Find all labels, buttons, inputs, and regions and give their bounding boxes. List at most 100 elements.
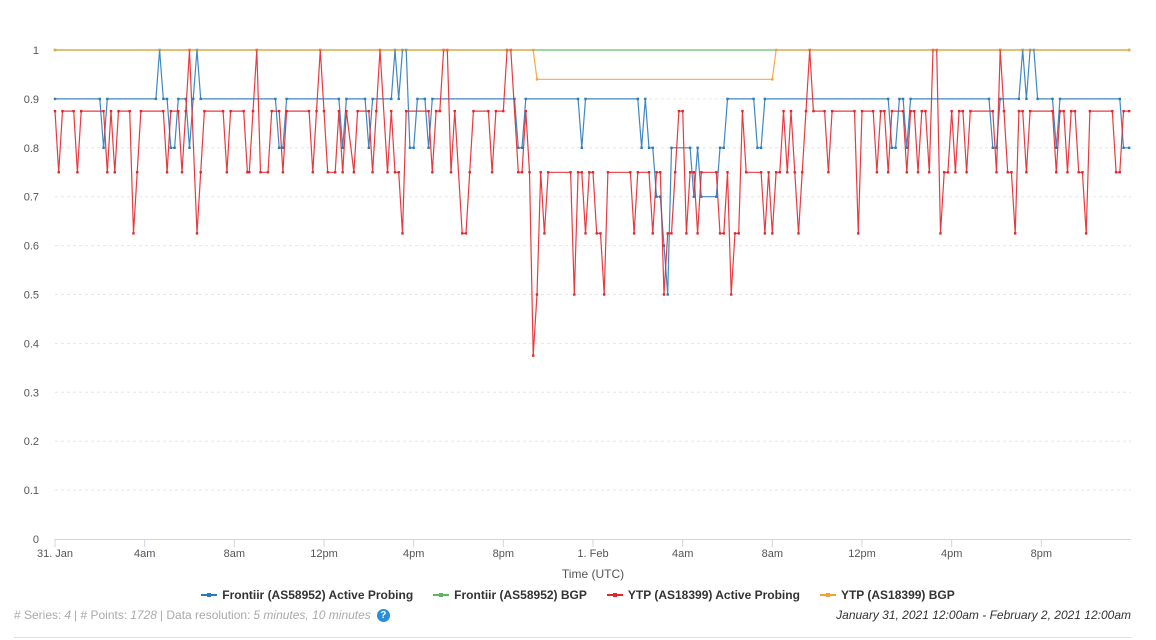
data-point [666, 293, 669, 296]
data-point [886, 171, 890, 174]
data-point [517, 146, 520, 149]
data-point [1051, 97, 1054, 101]
data-point [580, 171, 583, 174]
data-point [1058, 97, 1062, 101]
data-point [872, 109, 875, 113]
series-group [53, 48, 1131, 357]
data-point [786, 171, 789, 174]
data-point [700, 171, 703, 174]
data-point [546, 171, 550, 174]
data-point [1070, 109, 1073, 113]
legend-item[interactable]: YTP (AS18399) BGP [819, 588, 955, 602]
data-point [920, 109, 923, 113]
data-point [726, 97, 729, 101]
data-point [438, 109, 442, 113]
data-point [894, 146, 897, 149]
data-point [573, 293, 576, 296]
data-point [916, 171, 920, 174]
data-point [606, 171, 610, 174]
data-point [427, 146, 430, 149]
data-point [76, 171, 79, 174]
data-point [165, 171, 169, 174]
data-point [771, 78, 774, 81]
data-point [1055, 171, 1058, 174]
legend-swatch [819, 592, 836, 597]
data-point [307, 109, 311, 113]
data-point [812, 109, 815, 113]
data-point [1118, 97, 1121, 101]
data-point [995, 171, 998, 174]
data-point [584, 97, 587, 101]
data-point [277, 146, 281, 149]
question-circle-icon[interactable]: ? [376, 608, 390, 622]
data-point [647, 171, 651, 174]
data-point [524, 97, 527, 101]
data-point [924, 109, 927, 113]
data-point [830, 109, 834, 113]
data-point [532, 354, 535, 357]
data-point [595, 232, 598, 235]
y-tick-label: 0.3 [24, 387, 39, 399]
data-point [793, 171, 796, 174]
y-tick-label: 0.1 [24, 485, 39, 497]
data-point [909, 109, 912, 113]
x-axis: 31. Jan 4am 8am 12pm 4pm 8pm 1. Feb 4am 8am 12pm 4… [37, 539, 1131, 560]
data-point [759, 171, 763, 174]
data-point [883, 109, 886, 113]
points-count: 1728 [130, 608, 157, 622]
data-point [1013, 232, 1017, 235]
data-point [188, 146, 191, 149]
data-point [1077, 171, 1080, 174]
data-point [102, 109, 105, 113]
legend-swatch [606, 592, 623, 597]
data-point [670, 146, 673, 149]
data-point [857, 232, 860, 235]
x-tick-label: 8pm [493, 548, 514, 560]
data-point [673, 171, 677, 174]
legend-item[interactable]: YTP (AS18399) Active Probing [606, 588, 800, 602]
data-point [853, 109, 856, 113]
data-point [588, 171, 591, 174]
data-point [401, 232, 404, 235]
data-point [139, 109, 143, 113]
data-point [251, 109, 255, 113]
chart-stats: # Series: 4 | # Points: 1728 | Data reso… [14, 608, 390, 622]
data-point [659, 171, 662, 174]
data-point [890, 109, 894, 113]
data-point [991, 146, 994, 149]
data-point [285, 109, 288, 113]
data-point [681, 109, 684, 113]
data-point [453, 109, 456, 113]
data-point [999, 97, 1002, 101]
data-point [767, 171, 770, 174]
data-point [954, 171, 957, 174]
data-point [1062, 109, 1065, 113]
data-point [53, 97, 57, 101]
data-point [909, 97, 912, 101]
y-tick-label: 1 [33, 45, 39, 57]
data-point [315, 109, 318, 113]
data-point [744, 171, 748, 174]
divider [14, 637, 1131, 638]
legend-label: Frontiir (AS58952) BGP [454, 588, 587, 602]
data-point [532, 48, 535, 52]
data-point [651, 146, 654, 149]
data-point [771, 232, 774, 235]
legend-swatch [201, 592, 218, 597]
data-point [322, 109, 326, 113]
data-point [580, 146, 583, 149]
legend-item[interactable]: Frontiir (AS58952) Active Probing [201, 588, 413, 602]
data-point [79, 109, 83, 113]
data-point [726, 171, 729, 174]
legend-label: YTP (AS18399) Active Probing [627, 588, 800, 602]
data-point [363, 97, 367, 101]
data-point [461, 232, 464, 235]
data-point [520, 146, 524, 149]
y-axis: 0 0.1 0.2 0.3 0.4 0.5 0.6 0.7 0.8 0.9 1 [24, 45, 39, 546]
x-tick-label: 8pm [1031, 548, 1052, 560]
data-point [636, 171, 640, 174]
data-point [696, 232, 699, 235]
data-point [823, 109, 826, 113]
legend-item[interactable]: Frontiir (AS58952) BGP [433, 588, 587, 602]
data-point [356, 109, 359, 113]
